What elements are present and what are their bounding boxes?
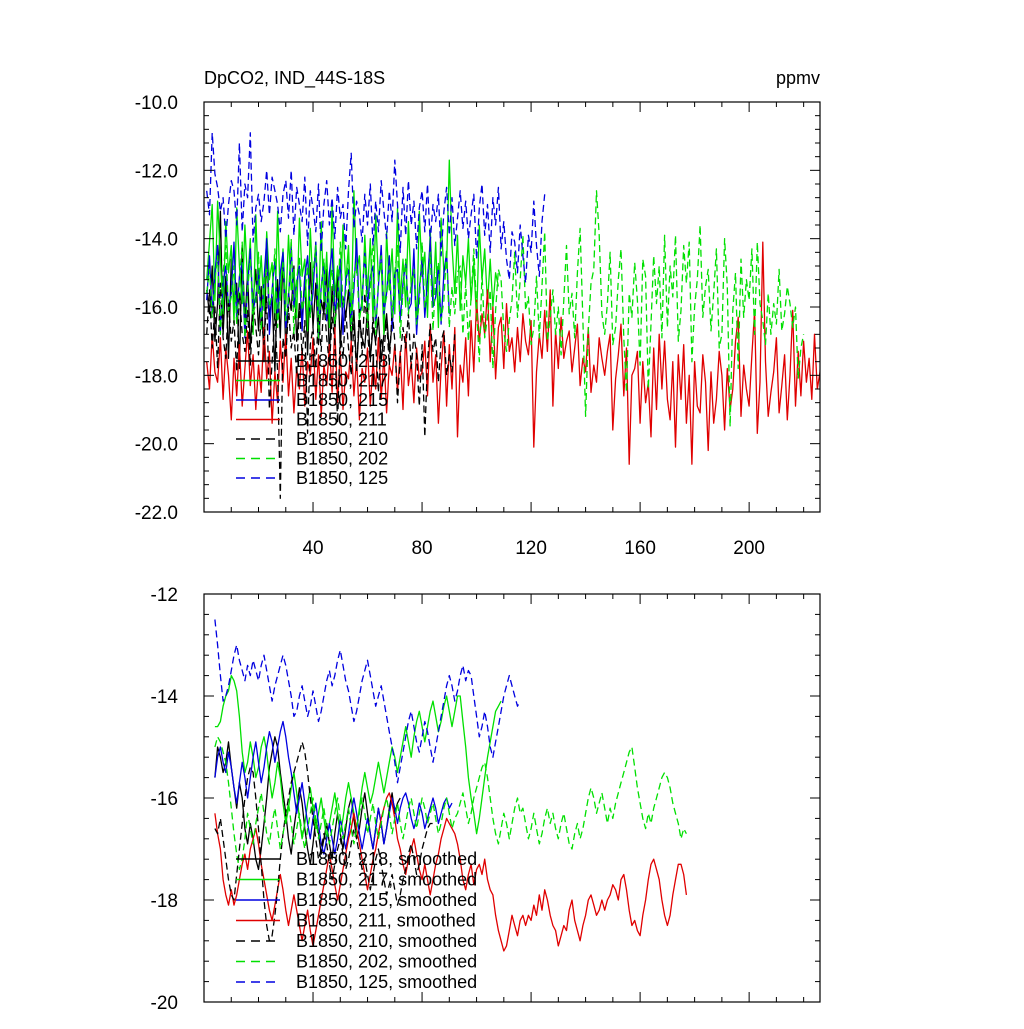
y-tick-label: -10.0 — [135, 93, 178, 114]
series-line-2 — [214, 674, 502, 840]
legend-label: B1850, 125, smoothed — [296, 972, 477, 992]
chart-title: DpCO2, IND_44S-18S — [204, 68, 385, 89]
series-line-7 — [214, 619, 521, 784]
legend-label: B1850, 211 — [296, 410, 387, 430]
legend-label: B1850, 215 — [296, 390, 388, 410]
y-tick-label: -20.0 — [135, 435, 178, 456]
legend-label: B1850, 210 — [296, 429, 388, 449]
y-tick-label: -12.0 — [135, 161, 178, 182]
legend-label: B1850, 202 — [296, 449, 388, 469]
x-tick-label: 120 — [515, 538, 547, 559]
x-tick-label: 160 — [624, 538, 656, 559]
legend-label: B1850, 217, smoothed — [296, 870, 477, 890]
x-tick-label: 40 — [302, 538, 323, 559]
y-tick-label: -16.0 — [135, 298, 178, 319]
legend-label: B1850, 202, smoothed — [296, 952, 477, 972]
series-line-6 — [214, 736, 687, 871]
legend-label: B1850, 218, smoothed — [296, 849, 477, 869]
y-tick-label: -12 — [151, 585, 178, 606]
y-tick-label: -18 — [151, 891, 178, 912]
series-line-2 — [206, 159, 500, 335]
series-line-3 — [214, 720, 453, 855]
y-tick-label: -14.0 — [135, 230, 178, 251]
series-line-4 — [214, 792, 688, 952]
y-tick-label: -14 — [151, 687, 179, 708]
y-tick-label: -16 — [151, 789, 178, 810]
series-group — [214, 619, 688, 952]
legend-label: B1850, 218 — [296, 351, 388, 371]
x-tick-label: 80 — [411, 538, 432, 559]
legend-label: B1850, 210, smoothed — [296, 931, 477, 951]
series-line-4 — [206, 241, 820, 465]
y-tick-label: -20 — [151, 993, 178, 1014]
legend-label: B1850, 125 — [296, 468, 388, 488]
y-tick-label: -18.0 — [135, 366, 178, 387]
legend-label: B1850, 211, smoothed — [296, 911, 476, 931]
x-tick-label: 200 — [733, 538, 765, 559]
top-panel: -22.0 -20.0 -18.0 -16.0 -14.0 -12.0 -10.0 40 80 1… — [135, 93, 821, 559]
units-label: ppmv — [776, 68, 820, 88]
series-line-5 — [214, 741, 433, 942]
y-tick-label: -22.0 — [135, 503, 178, 524]
series-line-6 — [206, 190, 805, 428]
legend-label: B1850, 215, smoothed — [296, 890, 477, 910]
series-group — [206, 132, 820, 499]
legend-label: B1850, 217 — [296, 371, 388, 391]
series-line-7 — [206, 132, 546, 284]
